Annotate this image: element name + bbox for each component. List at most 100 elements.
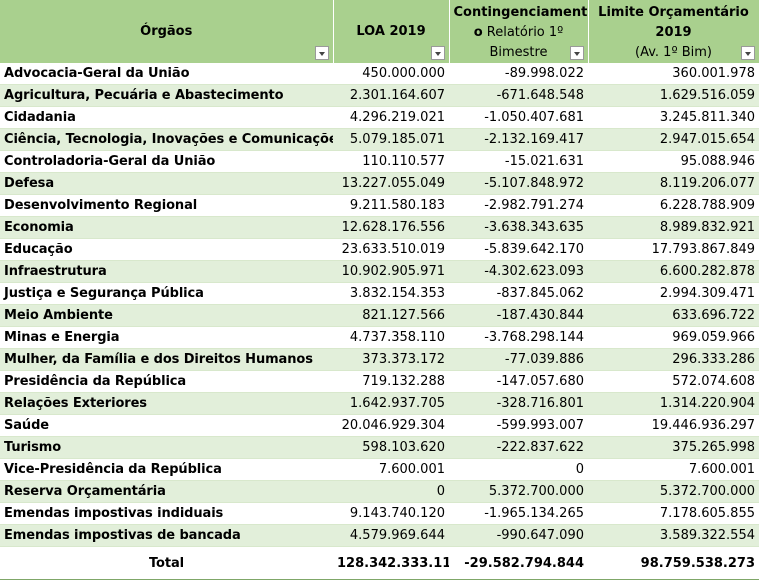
orgao-cell[interactable]: Emendas impostivas de bancada <box>0 524 333 547</box>
limite-cell[interactable]: 6.600.282.878 <box>588 260 759 283</box>
limite-cell[interactable]: 95.088.946 <box>588 150 759 173</box>
orgao-cell[interactable]: Mulher, da Família e dos Direitos Humano… <box>0 348 333 371</box>
limite-cell[interactable]: 19.446.936.297 <box>588 414 759 437</box>
header-row: Órgãos LOA 2019 Contingenciament o Relat… <box>0 0 759 63</box>
orgao-cell[interactable]: Meio Ambiente <box>0 304 333 327</box>
orgao-cell[interactable]: Vice-Presidência da República <box>0 458 333 481</box>
limite-cell[interactable]: 3.245.811.340 <box>588 106 759 129</box>
limite-cell[interactable]: 7.600.001 <box>588 458 759 481</box>
contingenciamento-cell[interactable]: -990.647.090 <box>449 524 588 547</box>
contingenciamento-cell[interactable]: 0 <box>449 458 588 481</box>
loa-cell[interactable]: 5.079.185.071 <box>333 128 449 151</box>
limite-cell[interactable]: 969.059.966 <box>588 326 759 349</box>
orgao-cell[interactable]: Saúde <box>0 414 333 437</box>
contingenciamento-cell[interactable]: -2.132.169.417 <box>449 128 588 151</box>
loa-cell[interactable]: 598.103.620 <box>333 436 449 459</box>
contingenciamento-cell[interactable]: 5.372.700.000 <box>449 480 588 503</box>
contingenciamento-cell[interactable]: -3.768.298.144 <box>449 326 588 349</box>
contingenciamento-cell[interactable]: -4.302.623.093 <box>449 260 588 283</box>
limite-cell[interactable]: 8.119.206.077 <box>588 172 759 195</box>
table-row: Emendas impostivas indiduais 9.143.740.12… <box>0 502 759 525</box>
contingenciamento-cell[interactable]: -5.107.848.972 <box>449 172 588 195</box>
contingenciamento-cell[interactable]: -599.993.007 <box>449 414 588 437</box>
limite-cell[interactable]: 360.001.978 <box>588 63 759 85</box>
orgao-cell[interactable]: Defesa <box>0 172 333 195</box>
contingenciamento-cell[interactable]: -77.039.886 <box>449 348 588 371</box>
orgao-cell[interactable]: Controladoria-Geral da União <box>0 150 333 173</box>
loa-cell[interactable]: 4.579.969.644 <box>333 524 449 547</box>
filter-dropdown-icon[interactable] <box>314 46 329 60</box>
orgao-cell[interactable]: Advocacia-Geral da União <box>0 63 333 85</box>
filter-dropdown-icon[interactable] <box>569 46 584 60</box>
limite-cell[interactable]: 1.314.220.904 <box>588 392 759 415</box>
contingenciamento-cell[interactable]: -837.845.062 <box>449 282 588 305</box>
loa-cell[interactable]: 3.832.154.353 <box>333 282 449 305</box>
contingenciamento-cell[interactable]: -328.716.801 <box>449 392 588 415</box>
limite-cell[interactable]: 296.333.286 <box>588 348 759 371</box>
loa-cell[interactable]: 4.737.358.110 <box>333 326 449 349</box>
orgao-cell[interactable]: Emendas impostivas indiduais <box>0 502 333 525</box>
loa-cell[interactable]: 450.000.000 <box>333 63 449 85</box>
loa-cell[interactable]: 0 <box>333 480 449 503</box>
orgao-cell[interactable]: Minas e Energia <box>0 326 333 349</box>
limite-cell[interactable]: 7.178.605.855 <box>588 502 759 525</box>
contingenciamento-cell[interactable]: -671.648.548 <box>449 84 588 107</box>
loa-cell[interactable]: 20.046.929.304 <box>333 414 449 437</box>
orgao-cell[interactable]: Educação <box>0 238 333 261</box>
limite-cell[interactable]: 6.228.788.909 <box>588 194 759 217</box>
orgao-cell[interactable]: Desenvolvimento Regional <box>0 194 333 217</box>
loa-cell[interactable]: 1.642.937.705 <box>333 392 449 415</box>
loa-cell[interactable]: 12.628.176.556 <box>333 216 449 239</box>
filter-dropdown-icon[interactable] <box>430 46 445 60</box>
contingenciamento-cell[interactable]: -15.021.631 <box>449 150 588 173</box>
contingenciamento-cell[interactable]: -5.839.642.170 <box>449 238 588 261</box>
orgao-cell[interactable]: Turismo <box>0 436 333 459</box>
orgao-cell[interactable]: Ciência, Tecnologia, Inovações e Comunic… <box>0 128 333 151</box>
orgao-cell[interactable]: Infraestrutura <box>0 260 333 283</box>
contingenciamento-cell[interactable]: -187.430.844 <box>449 304 588 327</box>
limite-cell[interactable]: 17.793.867.849 <box>588 238 759 261</box>
limite-cell[interactable]: 375.265.998 <box>588 436 759 459</box>
loa-cell[interactable]: 10.902.905.971 <box>333 260 449 283</box>
limite-cell[interactable]: 633.696.722 <box>588 304 759 327</box>
table-row: Relações Exteriores 1.642.937.705 -328.716… <box>0 392 759 415</box>
loa-cell[interactable]: 23.633.510.019 <box>333 238 449 261</box>
orgao-cell[interactable]: Relações Exteriores <box>0 392 333 415</box>
loa-cell[interactable]: 2.301.164.607 <box>333 84 449 107</box>
loa-cell[interactable]: 9.211.580.183 <box>333 194 449 217</box>
loa-cell[interactable]: 821.127.566 <box>333 304 449 327</box>
table-row: Defesa 13.227.055.049 -5.107.848.972 8.119.… <box>0 172 759 195</box>
contingenciamento-cell[interactable]: -1.965.134.265 <box>449 502 588 525</box>
loa-cell[interactable]: 13.227.055.049 <box>333 172 449 195</box>
loa-cell[interactable]: 110.110.577 <box>333 150 449 173</box>
total-limite-cell[interactable]: 98.759.538.273 <box>588 546 759 580</box>
orgao-cell[interactable]: Presidência da República <box>0 370 333 393</box>
contingenciamento-cell[interactable]: -147.057.680 <box>449 370 588 393</box>
loa-cell[interactable]: 719.132.288 <box>333 370 449 393</box>
limite-cell[interactable]: 2.994.309.471 <box>588 282 759 305</box>
orgao-cell[interactable]: Agricultura, Pecuária e Abastecimento <box>0 84 333 107</box>
orgao-cell[interactable]: Reserva Orçamentária <box>0 480 333 503</box>
limite-cell[interactable]: 1.629.516.059 <box>588 84 759 107</box>
loa-cell[interactable]: 4.296.219.021 <box>333 106 449 129</box>
filter-dropdown-icon[interactable] <box>740 46 755 60</box>
total-loa-cell[interactable]: 128.342.333.117 <box>333 546 449 580</box>
total-contingenciamento-cell[interactable]: -29.582.794.844 <box>449 546 588 580</box>
total-label-cell[interactable]: Total <box>0 546 333 580</box>
limite-cell[interactable]: 5.372.700.000 <box>588 480 759 503</box>
orgao-cell[interactable]: Economia <box>0 216 333 239</box>
contingenciamento-cell[interactable]: -1.050.407.681 <box>449 106 588 129</box>
limite-cell[interactable]: 3.589.322.554 <box>588 524 759 547</box>
contingenciamento-cell[interactable]: -89.998.022 <box>449 63 588 85</box>
limite-cell[interactable]: 572.074.608 <box>588 370 759 393</box>
limite-cell[interactable]: 2.947.015.654 <box>588 128 759 151</box>
loa-cell[interactable]: 373.373.172 <box>333 348 449 371</box>
orgao-cell[interactable]: Cidadania <box>0 106 333 129</box>
limite-cell[interactable]: 8.989.832.921 <box>588 216 759 239</box>
contingenciamento-cell[interactable]: -222.837.622 <box>449 436 588 459</box>
contingenciamento-cell[interactable]: -2.982.791.274 <box>449 194 588 217</box>
loa-cell[interactable]: 7.600.001 <box>333 458 449 481</box>
contingenciamento-cell[interactable]: -3.638.343.635 <box>449 216 588 239</box>
orgao-cell[interactable]: Justiça e Segurança Pública <box>0 282 333 305</box>
loa-cell[interactable]: 9.143.740.120 <box>333 502 449 525</box>
